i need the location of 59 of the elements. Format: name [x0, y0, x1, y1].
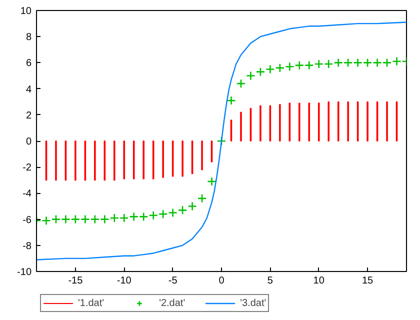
point: [51, 214, 61, 224]
point: [119, 213, 129, 223]
point: [285, 62, 294, 72]
x-tick-label: 15: [362, 276, 374, 286]
point: [226, 96, 236, 106]
point: [304, 60, 314, 70]
point: [256, 67, 266, 76]
point: [362, 58, 372, 68]
y-tick-label: 2: [26, 110, 32, 122]
point: [178, 206, 188, 215]
point: [216, 136, 226, 146]
point: [158, 209, 168, 219]
point: [168, 208, 178, 218]
point: [148, 210, 158, 220]
y-tick-label: 8: [26, 32, 32, 44]
y-tick-label: 6: [26, 58, 32, 70]
point: [246, 71, 256, 80]
point: [70, 214, 80, 224]
point: [324, 59, 334, 69]
x-tick-label: -5: [168, 276, 178, 286]
point: [100, 214, 110, 224]
point: [138, 212, 148, 222]
x-tick-label: 0: [218, 276, 225, 286]
point: [382, 58, 392, 68]
point: [197, 194, 207, 204]
point: [207, 176, 216, 186]
point: [80, 214, 90, 224]
point: [334, 58, 343, 68]
y-tick-label: -8: [22, 240, 32, 252]
y-tick-label: -4: [22, 188, 32, 200]
y-tick-label: -10: [17, 267, 32, 278]
point: [343, 58, 353, 68]
y-tick-label: 10: [20, 6, 32, 17]
y-tick-label: -2: [22, 162, 32, 174]
point: [129, 212, 139, 222]
point: [353, 58, 362, 68]
y-tick-label: 4: [26, 84, 32, 96]
point: [61, 214, 70, 224]
point: [314, 59, 324, 69]
point: [275, 63, 285, 73]
legend-label: '1.dat': [78, 297, 104, 309]
x-tick-label: -15: [68, 276, 84, 286]
point: [392, 56, 402, 66]
legend-label: '2.dat': [159, 297, 186, 309]
legend-label: '3.dat': [240, 297, 266, 309]
point: [236, 78, 246, 88]
point: [266, 64, 275, 74]
x-tick-label: 5: [267, 276, 274, 286]
point: [42, 216, 51, 226]
y-tick-label: 0: [26, 136, 32, 148]
point: [188, 202, 197, 211]
point: [372, 58, 382, 68]
x-tick-label: 10: [313, 276, 325, 286]
point: [294, 60, 304, 70]
x-tick-label: -10: [116, 276, 132, 286]
line-series: [36, 22, 406, 260]
point: [110, 213, 120, 223]
y-tick-label: -6: [22, 214, 32, 226]
point: [90, 214, 100, 224]
